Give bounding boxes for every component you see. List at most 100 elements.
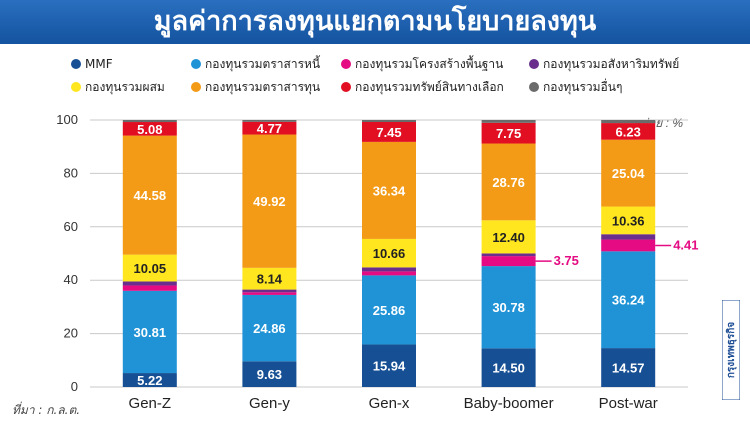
- bar-segment: [122, 254, 177, 282]
- data-label: 25.86: [373, 303, 406, 318]
- y-tick-label: 80: [64, 165, 78, 180]
- x-tick-label: Gen-y: [249, 395, 290, 412]
- callout-label: 4.41: [673, 237, 698, 252]
- data-label: 28.76: [492, 175, 525, 190]
- bars: 5.22 30.81 10.05 44.58 5.08 9.63 24.86 8.14 49.9…: [122, 120, 656, 388]
- title-bar: มูลค่าการลงทุนแยกตามนโยบายลงทุน: [0, 0, 750, 44]
- y-tick-label: 20: [64, 326, 78, 341]
- y-tick-label: 60: [64, 219, 78, 234]
- legend-label: กองทุนรวมโครงสร้างพื้นฐาน: [355, 55, 503, 72]
- legend-label: MMF: [85, 57, 113, 71]
- data-label: 10.66: [373, 246, 406, 261]
- source-note: ที่มา : ก.ล.ต.: [12, 401, 80, 417]
- bar-segment: [601, 234, 656, 240]
- bar-segment: [481, 120, 536, 123]
- data-label: 36.34: [373, 183, 406, 198]
- bar-segment: [122, 281, 177, 286]
- y-tick-label: 100: [56, 112, 78, 127]
- x-tick-label: Baby-boomer: [464, 395, 554, 412]
- bar-segment: [122, 290, 177, 374]
- callout-label: 3.75: [554, 253, 579, 268]
- bar-segment: [362, 271, 416, 276]
- data-label: 5.08: [137, 122, 162, 137]
- legend-label: กองทุนรวมอื่นๆ: [543, 78, 622, 95]
- x-axis-labels: Gen-Z Gen-y Gen-x Baby-boomer Post-war: [129, 395, 658, 412]
- bar-segment: [122, 120, 177, 123]
- data-label: 49.92: [253, 194, 286, 209]
- legend-swatch: [71, 82, 81, 92]
- bar-segment: [481, 143, 536, 221]
- bar-segment: [481, 122, 536, 144]
- bar-segment: [601, 206, 656, 235]
- bar-segment: [362, 344, 416, 387]
- legend-swatch: [191, 82, 201, 92]
- x-tick-label: Gen-x: [369, 395, 410, 412]
- bar-segment: [601, 139, 656, 207]
- bar-segment: [242, 294, 297, 362]
- data-label: 6.23: [616, 124, 641, 139]
- publisher-logo-text: กรุงเทพธุรกิจ: [725, 322, 737, 378]
- data-label: 14.57: [612, 361, 645, 376]
- legend-swatch: [341, 59, 351, 69]
- data-label: 12.40: [492, 230, 525, 245]
- data-label: 24.86: [253, 321, 286, 336]
- legend-label: กองทุนรวมตราสารหนี้: [205, 55, 321, 72]
- data-label: 15.94: [373, 359, 406, 374]
- bar-segment: [242, 292, 297, 295]
- data-label: 30.81: [134, 325, 167, 340]
- bar-segment: [601, 123, 656, 140]
- legend-swatch: [341, 82, 351, 92]
- y-axis-ticks: 0 20 40 60 80 100: [56, 112, 78, 394]
- x-tick-label: Post-war: [599, 395, 658, 412]
- data-label: 7.45: [376, 125, 401, 140]
- data-label: 5.22: [137, 373, 162, 388]
- legend-label: กองทุนรวมอสังหาริมทรัพย์: [543, 57, 679, 72]
- data-label: 9.63: [257, 367, 282, 382]
- bar-segment: [242, 120, 297, 122]
- bar-segment: [362, 120, 416, 123]
- data-label: 25.04: [612, 166, 645, 181]
- data-label: 8.14: [257, 272, 283, 287]
- legend-label: กองทุนรวมทรัพย์สินทางเลือก: [355, 80, 504, 95]
- bar-segment: [122, 373, 177, 387]
- bar-segment: [362, 122, 416, 142]
- data-label: 10.05: [134, 261, 167, 276]
- legend-swatch: [529, 59, 539, 69]
- bar-segment: [601, 239, 656, 252]
- y-tick-label: 40: [64, 272, 78, 287]
- legend-label: กองทุนรวมตราสารทุน: [205, 80, 320, 95]
- bar-segment: [242, 121, 297, 135]
- callouts: 3.75 4.41: [535, 237, 699, 268]
- x-tick-label: Gen-Z: [129, 395, 172, 412]
- publisher-logo: กรุงเทพธุรกิจ: [722, 300, 740, 400]
- legend-swatch: [191, 59, 201, 69]
- y-tick-label: 0: [71, 379, 78, 394]
- bar-segment: [242, 361, 297, 387]
- bar-segment: [481, 253, 536, 257]
- bar-segment: [242, 289, 297, 293]
- bar-segment: [122, 135, 177, 255]
- bar-segment: [362, 275, 416, 345]
- bar-segment: [362, 267, 416, 272]
- bar-segment: [481, 266, 536, 349]
- bar-segment: [122, 285, 177, 291]
- bar-segment: [481, 256, 536, 267]
- legend-label: กองทุนรวมผสม: [85, 80, 165, 95]
- data-label: 10.36: [612, 213, 645, 228]
- bar-segment: [362, 238, 416, 268]
- bar-segment: [481, 348, 536, 387]
- chart-title: มูลค่าการลงทุนแยกตามนโยบายลงทุน: [153, 6, 597, 37]
- bar-segment: [242, 134, 297, 268]
- bar-segment: [242, 267, 297, 290]
- bar-segment: [122, 122, 177, 136]
- data-label: 7.75: [496, 126, 521, 141]
- data-label: 44.58: [134, 188, 167, 203]
- bar-segment: [601, 348, 656, 387]
- data-label: 4.77: [257, 121, 282, 136]
- bar-segment: [601, 251, 656, 349]
- bar-segment: [362, 141, 416, 239]
- legend-swatch: [71, 59, 81, 69]
- data-label: 30.78: [492, 300, 525, 315]
- bar-segment: [601, 120, 656, 124]
